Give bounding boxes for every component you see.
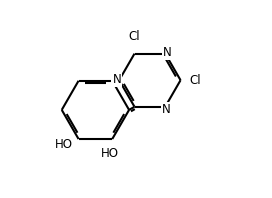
Text: N: N xyxy=(162,103,171,116)
Text: N: N xyxy=(112,73,121,86)
Text: HO: HO xyxy=(55,138,73,151)
Text: N: N xyxy=(163,46,172,59)
Text: Cl: Cl xyxy=(129,30,140,43)
Text: Cl: Cl xyxy=(190,74,201,87)
Text: HO: HO xyxy=(101,147,119,160)
